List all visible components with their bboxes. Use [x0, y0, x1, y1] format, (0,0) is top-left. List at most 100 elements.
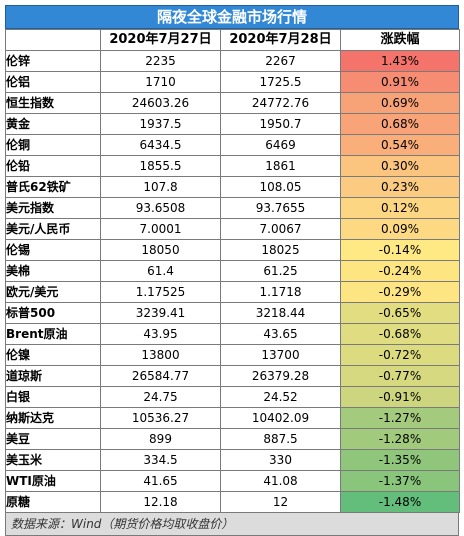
change-percent: 0.54% — [340, 134, 460, 156]
change-percent: 0.12% — [340, 197, 460, 219]
instrument-name: 伦铅 — [5, 155, 101, 177]
header-row: 2020年7月27日 2020年7月28日 涨跌幅 — [5, 29, 460, 51]
price-date-1: 26584.77 — [100, 365, 221, 387]
table-row: 伦锌 2235 2267 1.43% — [5, 50, 460, 72]
table-row: 伦镍 13800 13700 -0.72% — [5, 344, 460, 366]
instrument-name: 恒生指数 — [5, 92, 101, 114]
table-row: WTI原油 41.65 41.08 -1.37% — [5, 470, 460, 492]
table-row: 黄金 1937.5 1950.7 0.68% — [5, 113, 460, 135]
price-date-2: 108.05 — [220, 176, 341, 198]
table-row: Brent原油 43.95 43.65 -0.68% — [5, 323, 460, 345]
price-date-1: 43.95 — [100, 323, 221, 345]
price-date-1: 899 — [100, 428, 221, 450]
instrument-name: 伦铝 — [5, 71, 101, 93]
instrument-name: Brent原油 — [5, 323, 101, 345]
table-title: 隔夜全球金融市场行情 — [5, 5, 459, 29]
price-date-2: 330 — [220, 449, 341, 471]
price-date-2: 1.1718 — [220, 281, 341, 303]
table-row: 美玉米 334.5 330 -1.35% — [5, 449, 460, 471]
instrument-name: 伦锡 — [5, 239, 101, 261]
header-date-2: 2020年7月28日 — [220, 29, 341, 51]
price-date-2: 1861 — [220, 155, 341, 177]
table-row: 标普500 3239.41 3218.44 -0.65% — [5, 302, 460, 324]
price-date-1: 6434.5 — [100, 134, 221, 156]
change-percent: -0.29% — [340, 281, 460, 303]
table-row: 原糖 12.18 12 -1.48% — [5, 491, 460, 513]
change-percent: -0.77% — [340, 365, 460, 387]
price-date-2: 12 — [220, 491, 341, 513]
price-date-2: 13700 — [220, 344, 341, 366]
price-date-2: 93.7655 — [220, 197, 341, 219]
source-note: 数据来源：Wind（期货价格均取收盘价） — [5, 513, 459, 536]
price-date-1: 1710 — [100, 71, 221, 93]
price-date-2: 10402.09 — [220, 407, 341, 429]
price-date-1: 13800 — [100, 344, 221, 366]
price-date-1: 2235 — [100, 50, 221, 72]
instrument-name: 美棉 — [5, 260, 101, 282]
instrument-name: 标普500 — [5, 302, 101, 324]
price-date-1: 93.6508 — [100, 197, 221, 219]
instrument-name: 美玉米 — [5, 449, 101, 471]
header-date-1: 2020年7月27日 — [100, 29, 221, 51]
change-percent: -0.68% — [340, 323, 460, 345]
price-date-2: 887.5 — [220, 428, 341, 450]
table-row: 伦铅 1855.5 1861 0.30% — [5, 155, 460, 177]
change-percent: 0.23% — [340, 176, 460, 198]
table-row: 欧元/美元 1.17525 1.1718 -0.29% — [5, 281, 460, 303]
price-date-2: 1950.7 — [220, 113, 341, 135]
price-date-2: 24.52 — [220, 386, 341, 408]
instrument-name: WTI原油 — [5, 470, 101, 492]
price-date-2: 43.65 — [220, 323, 341, 345]
change-percent: 0.91% — [340, 71, 460, 93]
instrument-name: 白银 — [5, 386, 101, 408]
change-percent: 0.30% — [340, 155, 460, 177]
price-date-2: 7.0067 — [220, 218, 341, 240]
price-date-2: 1725.5 — [220, 71, 341, 93]
price-date-2: 2267 — [220, 50, 341, 72]
price-date-1: 10536.27 — [100, 407, 221, 429]
table-row: 美棉 61.4 61.25 -0.24% — [5, 260, 460, 282]
price-date-1: 107.8 — [100, 176, 221, 198]
price-date-2: 3218.44 — [220, 302, 341, 324]
change-percent: -1.48% — [340, 491, 460, 513]
instrument-name: 伦镍 — [5, 344, 101, 366]
table-row: 纳斯达克 10536.27 10402.09 -1.27% — [5, 407, 460, 429]
change-percent: -0.91% — [340, 386, 460, 408]
price-date-1: 1.17525 — [100, 281, 221, 303]
table-row: 普氏62铁矿 107.8 108.05 0.23% — [5, 176, 460, 198]
table-row: 道琼斯 26584.77 26379.28 -0.77% — [5, 365, 460, 387]
price-date-1: 3239.41 — [100, 302, 221, 324]
price-date-2: 24772.76 — [220, 92, 341, 114]
header-change: 涨跌幅 — [340, 29, 460, 51]
market-table-container: 隔夜全球金融市场行情 2020年7月27日 2020年7月28日 涨跌幅 伦锌 2… — [5, 5, 460, 536]
price-date-1: 1937.5 — [100, 113, 221, 135]
change-percent: -0.14% — [340, 239, 460, 261]
instrument-name: 美元指数 — [5, 197, 101, 219]
price-date-1: 61.4 — [100, 260, 221, 282]
table-row: 伦锡 18050 18025 -0.14% — [5, 239, 460, 261]
table-row: 美豆 899 887.5 -1.28% — [5, 428, 460, 450]
instrument-name: 欧元/美元 — [5, 281, 101, 303]
market-table: 2020年7月27日 2020年7月28日 涨跌幅 伦锌 2235 2267 1.43… — [5, 29, 460, 513]
instrument-name: 伦铜 — [5, 134, 101, 156]
instrument-name: 美元/人民币 — [5, 218, 101, 240]
table-row: 伦铝 1710 1725.5 0.91% — [5, 71, 460, 93]
price-date-1: 24.75 — [100, 386, 221, 408]
instrument-name: 黄金 — [5, 113, 101, 135]
table-row: 美元/人民币 7.0001 7.0067 0.09% — [5, 218, 460, 240]
price-date-1: 24603.26 — [100, 92, 221, 114]
instrument-name: 原糖 — [5, 491, 101, 513]
price-date-2: 61.25 — [220, 260, 341, 282]
header-name — [5, 29, 101, 51]
table-row: 伦铜 6434.5 6469 0.54% — [5, 134, 460, 156]
price-date-1: 41.65 — [100, 470, 221, 492]
price-date-2: 41.08 — [220, 470, 341, 492]
price-date-1: 12.18 — [100, 491, 221, 513]
price-date-1: 1855.5 — [100, 155, 221, 177]
change-percent: 0.69% — [340, 92, 460, 114]
table-row: 美元指数 93.6508 93.7655 0.12% — [5, 197, 460, 219]
price-date-2: 26379.28 — [220, 365, 341, 387]
instrument-name: 美豆 — [5, 428, 101, 450]
table-row: 白银 24.75 24.52 -0.91% — [5, 386, 460, 408]
change-percent: 1.43% — [340, 50, 460, 72]
